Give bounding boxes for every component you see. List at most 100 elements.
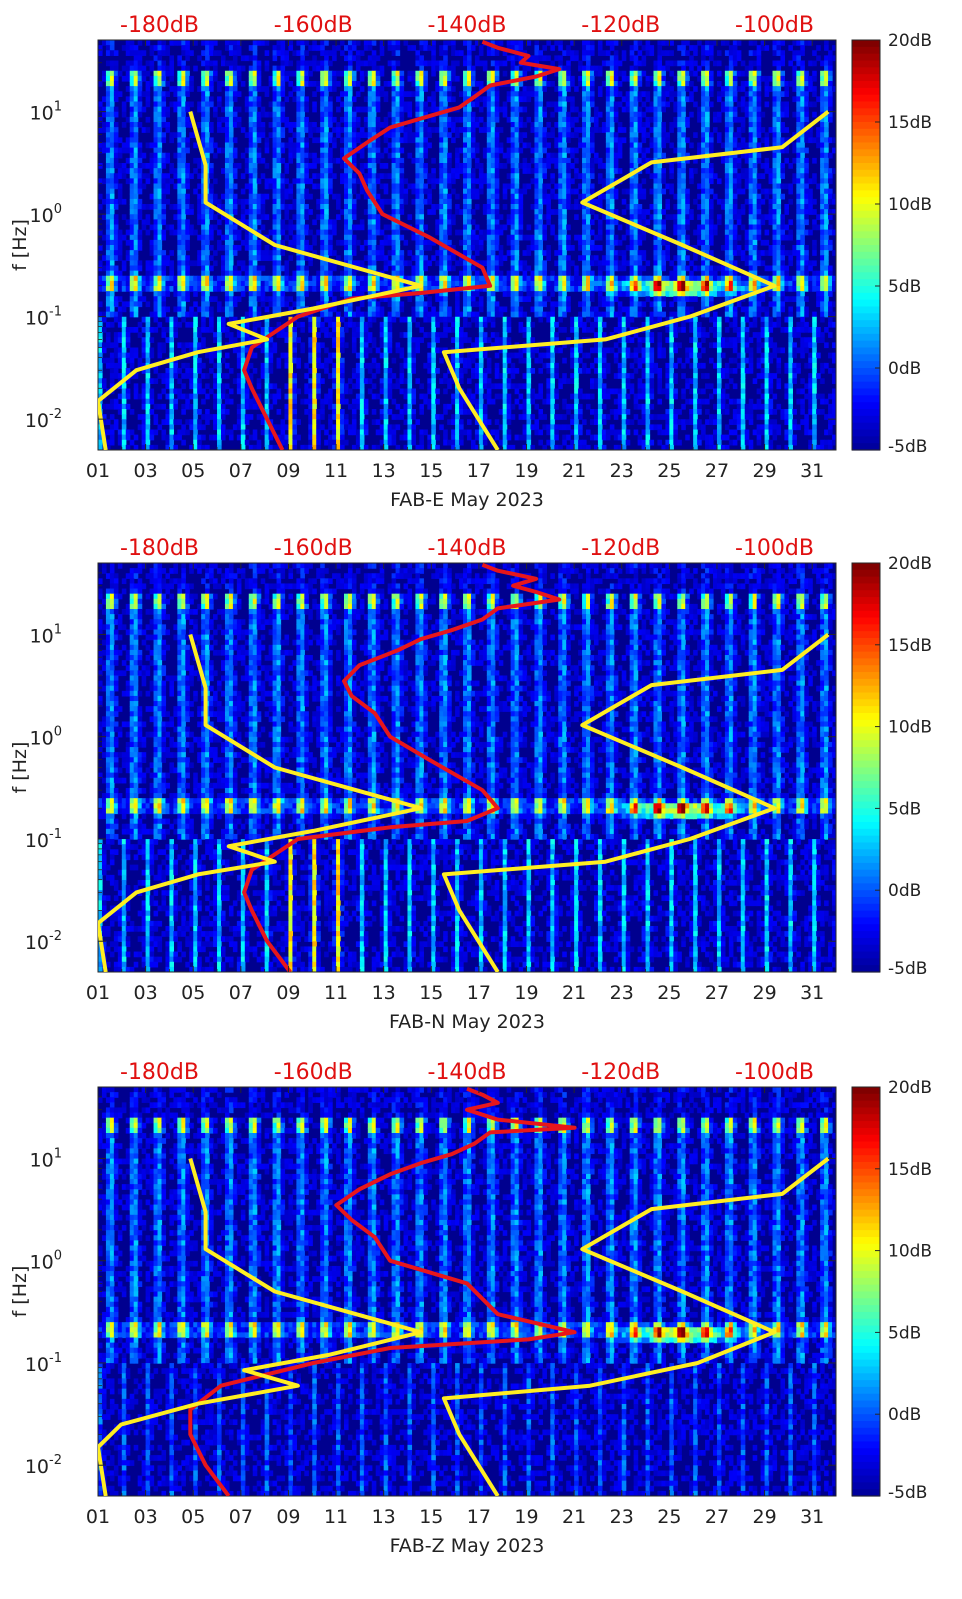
colorbar-segment — [852, 245, 880, 253]
y-tick-label-base: 10 — [30, 728, 54, 750]
colorbar-segment — [852, 1386, 880, 1395]
y-tick-label: 100 — [30, 202, 62, 227]
x-tick-label: 25 — [657, 982, 681, 1004]
x-tick-label: 25 — [657, 1506, 681, 1528]
colorbar-segment — [852, 415, 880, 424]
y-tick-label-base: 10 — [30, 1149, 54, 1171]
top-db-label: -100dB — [735, 536, 814, 561]
spectrogram-panel-1: 01 03 05 07 09 11 13 15 17 19 21 23 25 27 29 3110-210-1… — [9, 13, 932, 511]
colorbar-segment — [852, 637, 880, 646]
colorbar-segment — [852, 569, 880, 578]
colorbar-tick-label: -5dB — [888, 437, 927, 457]
colorbar-segment — [852, 815, 880, 823]
colorbar-segment — [852, 1182, 880, 1190]
colorbar-tick-label: 20dB — [888, 554, 932, 574]
colorbar-segment — [852, 1311, 880, 1320]
colorbar-segment — [852, 699, 880, 707]
x-tick-label: 03 — [134, 1506, 158, 1528]
colorbar: 20dB 15dB 10dB 5dB 0dB -5dB — [851, 31, 932, 457]
colorbar-segment — [852, 1107, 880, 1115]
colorbar-segment — [852, 1359, 880, 1368]
colorbar-segment — [852, 1236, 880, 1245]
colorbar-segment — [852, 115, 880, 123]
colorbar-segment — [852, 156, 880, 164]
colorbar-segment — [852, 1257, 880, 1265]
x-tick-label: 13 — [372, 1506, 396, 1528]
colorbar-tick-label: 0dB — [888, 1405, 921, 1425]
colorbar-segment — [852, 422, 880, 431]
colorbar-tick-label: 10dB — [888, 1242, 932, 1262]
colorbar-segment — [852, 163, 880, 171]
colorbar-segment — [852, 292, 880, 301]
colorbar-segment — [852, 1277, 880, 1286]
colorbar-segment — [852, 183, 880, 191]
colorbar-segment — [852, 368, 880, 376]
y-tick-label-exponent: 1 — [54, 622, 62, 637]
colorbar-segment — [852, 1373, 880, 1381]
y-tick-label-base: 10 — [25, 932, 49, 954]
colorbar-tick-label: -5dB — [888, 959, 927, 979]
colorbar-segment — [852, 747, 880, 755]
colorbar-segment — [852, 1155, 880, 1163]
colorbar-segment — [852, 388, 880, 396]
colorbar-segment — [852, 610, 880, 619]
colorbar-segment — [852, 374, 880, 383]
x-tick-label: 03 — [134, 460, 158, 482]
colorbar-segment — [852, 808, 880, 816]
colorbar-segment — [852, 128, 880, 137]
colorbar-tick-label: 15dB — [888, 636, 932, 656]
x-tick-label: 27 — [705, 460, 729, 482]
colorbar-segment — [852, 1325, 880, 1333]
colorbar-segment — [852, 835, 880, 844]
colorbar-frame — [851, 562, 881, 973]
colorbar-segment — [852, 712, 880, 721]
colorbar-segment — [852, 1264, 880, 1272]
y-tick-label-exponent: -2 — [49, 1453, 62, 1468]
colorbar-segment — [852, 381, 880, 390]
top-db-label: -140dB — [428, 13, 507, 38]
colorbar-segment — [852, 719, 880, 728]
x-tick-label: 11 — [324, 460, 348, 482]
colorbar-segment — [852, 231, 880, 239]
series-line-3 — [441, 632, 830, 972]
colorbar-segment — [852, 1407, 880, 1415]
colorbar-frame — [851, 1086, 881, 1497]
colorbar-segment — [852, 347, 880, 355]
y-tick-label-exponent: 0 — [54, 725, 62, 740]
colorbar-segment — [852, 924, 880, 932]
x-tick-label: 01 — [86, 982, 110, 1004]
colorbar-segment — [852, 1121, 880, 1129]
colorbar-segment — [852, 169, 880, 178]
x-tick-label: 01 — [86, 460, 110, 482]
y-tick-label-exponent: -1 — [49, 827, 62, 842]
x-tick-label: 21 — [562, 1506, 586, 1528]
colorbar-segment — [852, 862, 880, 871]
colorbar-segment — [852, 217, 880, 226]
colorbar-segment — [852, 1482, 880, 1490]
x-tick-label: 19 — [514, 1506, 538, 1528]
top-db-label: -160dB — [274, 1060, 353, 1085]
top-db-label: -120dB — [581, 536, 660, 561]
x-tick-label: 11 — [324, 982, 348, 1004]
spectrogram-heatmap — [98, 563, 836, 972]
colorbar-segment — [852, 1114, 880, 1122]
colorbar-segment — [852, 204, 880, 212]
top-db-label: -180dB — [120, 1060, 199, 1085]
x-tick-label: 11 — [324, 1506, 348, 1528]
colorbar-segment — [852, 958, 880, 966]
colorbar-segment — [852, 1414, 880, 1422]
colorbar-segment — [852, 210, 880, 219]
colorbar-segment — [852, 1291, 880, 1299]
colorbar: 20dB 15dB 10dB 5dB 0dB -5dB — [851, 1078, 932, 1503]
colorbar-segment — [852, 822, 880, 830]
colorbar-segment — [852, 1455, 880, 1463]
x-tick-label: 07 — [229, 460, 253, 482]
colorbar-segment — [852, 279, 880, 287]
x-tick-label: 31 — [800, 460, 824, 482]
colorbar-tick-label: -5dB — [888, 1483, 927, 1503]
colorbar-segment — [852, 1087, 880, 1095]
x-tick-label: 01 — [86, 1506, 110, 1528]
series-line-3 — [441, 110, 830, 450]
colorbar-segment — [852, 1161, 880, 1170]
colorbar-segment — [852, 876, 880, 884]
